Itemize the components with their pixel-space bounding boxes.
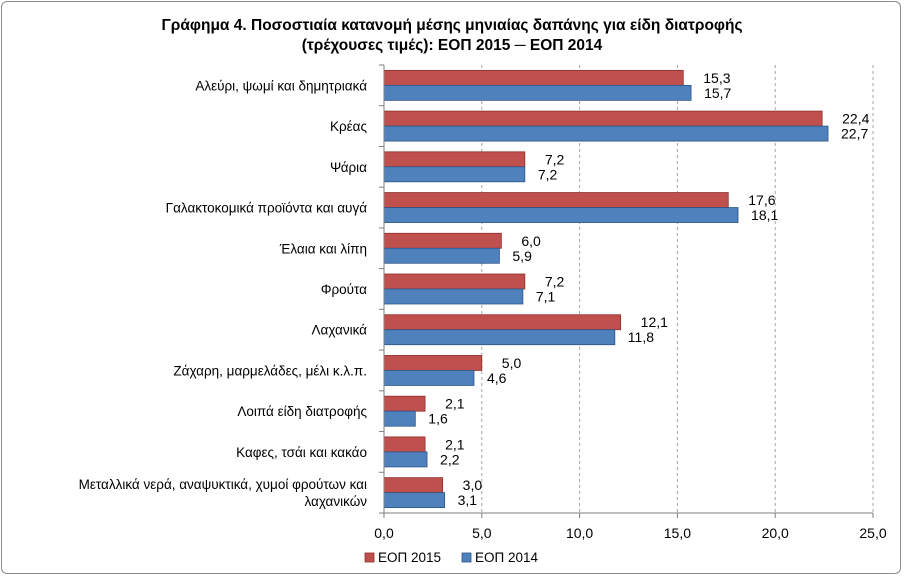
data-label: 15,7 xyxy=(704,85,731,101)
data-label: 3,0 xyxy=(463,477,483,493)
bar xyxy=(383,410,416,427)
data-label: 7,1 xyxy=(536,289,556,305)
x-tick-label: 20,0 xyxy=(762,525,789,541)
category-label: Αλεύρι, ψωμί και δημητριακά xyxy=(195,78,367,93)
bar xyxy=(383,370,475,386)
x-tick-label: 15,0 xyxy=(664,525,691,541)
category-label: Έλαια και λίπη xyxy=(279,241,367,256)
x-tick-label: 10,0 xyxy=(566,525,593,541)
x-tick-label: 25,0 xyxy=(859,525,886,541)
data-label: 1,6 xyxy=(428,411,448,427)
data-label: 12,1 xyxy=(641,314,668,330)
data-label: 7,2 xyxy=(538,166,558,182)
data-label: 11,8 xyxy=(628,329,654,345)
category-label: Λοιπά είδη διατροφής xyxy=(237,404,367,419)
x-tick-labels: 0,0 5,0 10,0 15,0 20,0 25,0 xyxy=(374,525,887,541)
bar xyxy=(383,151,526,168)
data-label: 7,2 xyxy=(545,274,565,290)
category-label: Καφες, τσάι και κακάο xyxy=(236,445,367,460)
data-label: 6,0 xyxy=(521,233,541,249)
bars xyxy=(383,69,829,509)
bar xyxy=(383,84,692,101)
bar xyxy=(383,192,729,208)
legend-swatch xyxy=(461,552,472,563)
category-label: Λαχανικά xyxy=(312,323,368,338)
bar xyxy=(383,273,526,290)
chart-title: Γράφημα 4. Ποσοστιαία κατανομή μέσης μην… xyxy=(161,17,743,34)
chart-subtitle: (τρέχουσες τιμές): ΕΟΠ 2015 ─ ΕΟΠ 2014 xyxy=(301,37,603,54)
data-label: 2,1 xyxy=(445,436,465,452)
data-label: 17,6 xyxy=(748,192,775,208)
legend-swatch xyxy=(364,552,375,563)
data-label: 15,3 xyxy=(703,70,730,86)
bar xyxy=(383,329,616,346)
category-label: Κρέας xyxy=(330,119,368,134)
bar xyxy=(383,207,739,223)
bar xyxy=(383,110,823,127)
category-label: Γαλακτοκομικά προϊόντα και αυγά xyxy=(166,201,368,216)
data-label: 7,2 xyxy=(545,151,565,167)
axes xyxy=(379,64,874,518)
bar xyxy=(383,477,444,494)
data-label: 5,0 xyxy=(502,355,522,371)
x-tick-label: 5,0 xyxy=(472,525,492,541)
data-label: 2,1 xyxy=(445,396,465,412)
bar xyxy=(383,166,526,183)
bar xyxy=(383,395,426,412)
data-label: 18,1 xyxy=(751,207,778,223)
data-label: 5,9 xyxy=(512,248,532,264)
data-label: 22,4 xyxy=(842,111,869,127)
bar xyxy=(383,232,502,249)
data-label: 4,6 xyxy=(487,370,507,386)
data-labels: 15,315,722,422,77,27,217,618,16,05,97,27… xyxy=(428,70,869,508)
data-label: 2,2 xyxy=(440,451,460,467)
category-label: Φρούτα xyxy=(321,282,367,297)
bar xyxy=(383,125,829,142)
legend-label: ΕΟΠ 2015 xyxy=(378,550,441,565)
bar xyxy=(383,288,524,305)
bar xyxy=(383,355,483,371)
bar xyxy=(383,436,426,453)
bar xyxy=(383,451,428,468)
legend-label: ΕΟΠ 2014 xyxy=(475,550,539,565)
legend: ΕΟΠ 2015 ΕΟΠ 2014 xyxy=(364,550,539,565)
bar xyxy=(383,492,446,509)
x-tick-label: 0,0 xyxy=(374,525,394,541)
bar xyxy=(383,247,500,264)
data-label: 3,1 xyxy=(458,492,478,508)
category-label: Ζάχαρη, μαρμελάδες, μέλι κ.λ.π. xyxy=(173,363,367,378)
bar xyxy=(383,314,622,331)
bar xyxy=(383,69,684,86)
category-labels: Αλεύρι, ψωμί και δημητριακά Κρέας Ψάρια Γαλ… xyxy=(79,78,368,509)
category-label: Ψάρια xyxy=(330,160,367,175)
data-label: 22,7 xyxy=(841,126,868,142)
category-label: Μεταλλικά νερά, αναψυκτικά, χυμοί φρούτω… xyxy=(79,477,368,509)
